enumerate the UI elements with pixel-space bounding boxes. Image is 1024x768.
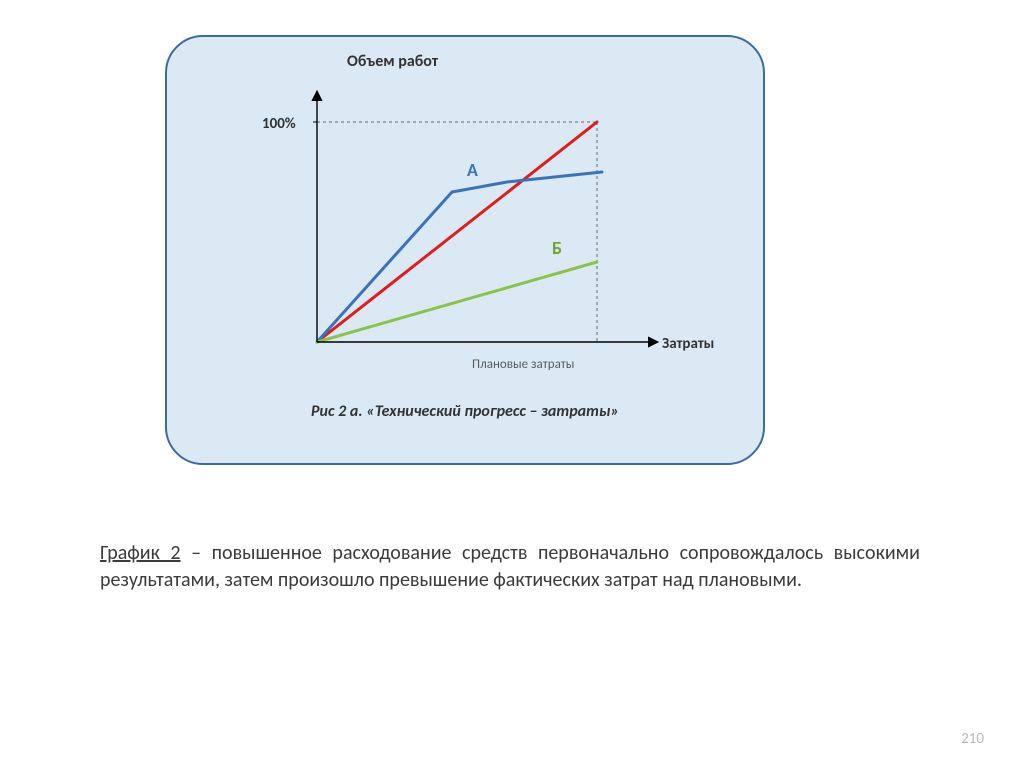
y-axis-title: Объем работ xyxy=(347,52,438,71)
series-a-label: А xyxy=(467,159,478,181)
x-axis-annotation: Плановые затраты xyxy=(472,357,574,372)
description-paragraph: График 2 – повышенное расходование средс… xyxy=(100,540,920,594)
paragraph-lead: График 2 xyxy=(100,541,181,565)
chart-caption: Рис 2 а. «Технический прогресс – затраты… xyxy=(167,402,763,421)
page-number: 210 xyxy=(961,730,984,748)
x-axis-label: Затраты xyxy=(662,335,714,353)
y-marker-label: 100% xyxy=(262,115,296,133)
paragraph-rest: – повышенное расходование средств первон… xyxy=(100,541,920,592)
slide: Объем работ 100% А Б Затраты Плановые за… xyxy=(0,0,1024,768)
chart-card: Объем работ 100% А Б Затраты Плановые за… xyxy=(165,35,765,465)
series-b-label: Б xyxy=(552,237,562,259)
